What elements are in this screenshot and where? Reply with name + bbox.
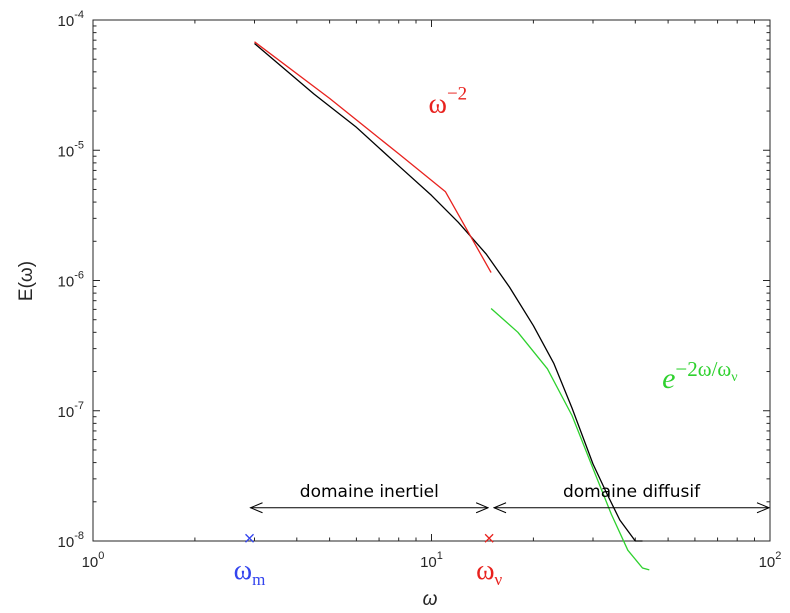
x-tick-label: 100 [82, 550, 105, 571]
x-axis-label: ω [423, 589, 438, 610]
series-line-1 [254, 41, 492, 273]
regions-group: domaine inertiel domaine diffusif [251, 482, 769, 508]
marker-label-0: ωm [234, 555, 266, 589]
x-tick-label: 102 [759, 550, 782, 571]
y-tick-label: 10-4 [58, 9, 84, 30]
y-tick-label: 10-6 [58, 270, 84, 291]
y-tick-label: 10-5 [58, 139, 84, 160]
annotations-group: ω−2 e−2ω/ων [429, 83, 738, 394]
y-tick-label: 10-7 [58, 400, 84, 421]
x-axis: 100 101 102 [82, 20, 782, 571]
y-tick-label: 10-8 [58, 530, 84, 551]
x-tick-label: 101 [420, 550, 443, 571]
series-line-2 [490, 308, 650, 571]
marker-label-1: ων [476, 555, 502, 589]
markers-group: ωm ων [234, 533, 503, 589]
annotation-red: ω−2 [429, 83, 468, 119]
annotation-green: e−2ω/ων [662, 357, 738, 395]
marker-0 [245, 533, 254, 543]
y-axis: 10-8 10-7 10-6 10-5 10-4 [58, 9, 770, 551]
plot-area [92, 19, 771, 542]
region-label-1: domaine diffusif [563, 482, 701, 502]
y-axis-label: E(ω) [16, 261, 37, 301]
region-label-0: domaine inertiel [300, 482, 439, 502]
marker-1 [484, 533, 494, 543]
